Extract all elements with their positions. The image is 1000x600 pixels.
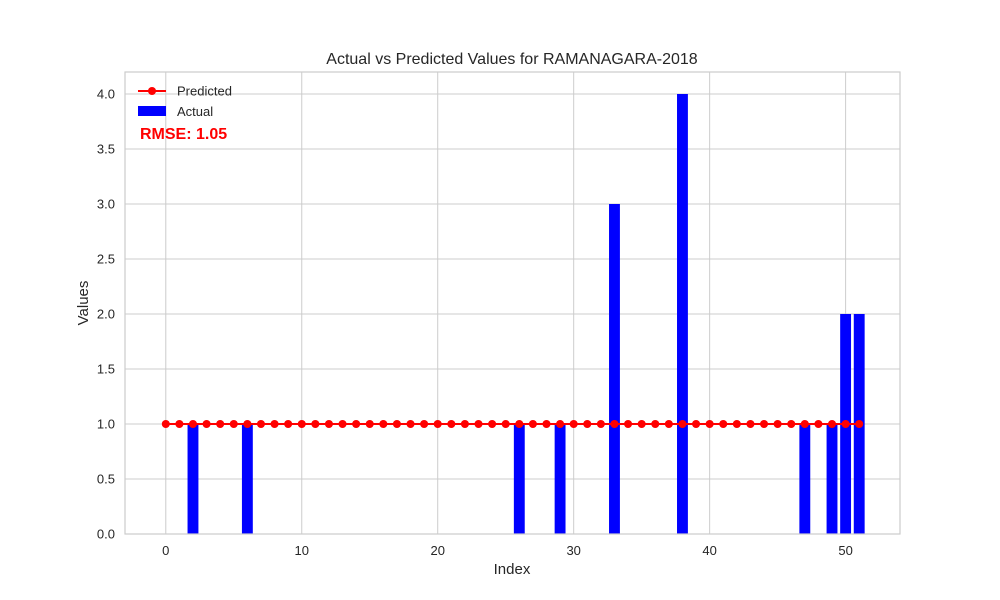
- x-tick-label: 50: [838, 543, 852, 558]
- predicted-point: [338, 420, 347, 428]
- plot-background: [125, 72, 900, 534]
- predicted-point: [556, 420, 565, 428]
- y-tick-label: 0.0: [97, 527, 115, 542]
- predicted-point: [324, 420, 333, 428]
- actual-bar: [826, 424, 838, 534]
- predicted-point: [229, 420, 238, 428]
- predicted-point: [474, 420, 483, 428]
- y-tick-label: 0.5: [97, 472, 115, 487]
- predicted-point: [311, 420, 320, 428]
- predicted-point: [637, 420, 646, 428]
- actual-bar: [677, 94, 688, 534]
- predicted-point: [379, 420, 388, 428]
- predicted-point: [841, 420, 850, 428]
- actual-bar: [799, 424, 811, 534]
- predicted-point: [596, 420, 605, 428]
- legend-actual-label: Actual: [177, 104, 213, 119]
- legend-predicted-label: Predicted: [177, 84, 232, 99]
- predicted-point: [678, 420, 687, 428]
- y-tick-label: 1.0: [97, 417, 115, 432]
- predicted-point: [488, 420, 497, 428]
- x-axis-label: Index: [494, 561, 531, 578]
- predicted-point: [828, 420, 837, 428]
- predicted-point: [515, 420, 524, 428]
- grid: [125, 72, 900, 535]
- x-tick-label: 20: [430, 543, 444, 558]
- actual-bar: [241, 424, 253, 534]
- y-tick-label: 3.0: [97, 197, 115, 212]
- predicted-point: [216, 420, 225, 428]
- y-tick-label: 3.5: [97, 142, 115, 157]
- predicted-point: [501, 420, 510, 428]
- predicted-point: [583, 420, 592, 428]
- legend-predicted-marker: [148, 87, 156, 95]
- predicted-point: [420, 420, 429, 428]
- y-tick-label: 1.5: [97, 362, 115, 377]
- legend-actual-swatch: [138, 106, 166, 116]
- predicted-point: [447, 420, 456, 428]
- predicted-point: [433, 420, 442, 428]
- predicted-point: [773, 420, 782, 428]
- predicted-point: [188, 420, 197, 428]
- predicted-point: [624, 420, 633, 428]
- x-tick-label: 10: [295, 543, 309, 558]
- y-tick-label: 4.0: [97, 87, 115, 102]
- chart-title: Actual vs Predicted Values for RAMANAGAR…: [326, 51, 698, 68]
- predicted-point: [297, 420, 306, 428]
- predicted-line: [161, 420, 864, 428]
- actual-bar: [554, 424, 566, 534]
- predicted-point: [284, 420, 293, 428]
- plot-frame: [124, 71, 901, 535]
- predicted-point: [460, 420, 469, 428]
- predicted-point: [352, 420, 361, 428]
- predicted-point: [719, 420, 728, 428]
- predicted-point: [705, 420, 714, 428]
- predicted-point: [800, 420, 809, 428]
- predicted-point: [406, 420, 415, 428]
- y-tick-labels: 0.0 0.5 1.0 1.5 2.0 2.5 3.0 3.5 4.0: [97, 87, 115, 542]
- y-tick-label: 2.0: [97, 307, 115, 322]
- predicted-point: [392, 420, 401, 428]
- x-tick-labels: 0 10 20 30 40 50: [162, 543, 853, 558]
- x-tick-label: 40: [702, 543, 716, 558]
- legend: Predicted Actual: [138, 84, 232, 119]
- predicted-point: [651, 420, 660, 428]
- y-axis-label: Values: [75, 281, 92, 326]
- actual-bar: [187, 424, 199, 534]
- predicted-point: [202, 420, 211, 428]
- predicted-point: [270, 420, 279, 428]
- predicted-point: [256, 420, 265, 428]
- predicted-point: [664, 420, 673, 428]
- predicted-point: [692, 420, 701, 428]
- y-tick-label: 2.5: [97, 252, 115, 267]
- predicted-point: [542, 420, 551, 428]
- predicted-point: [528, 420, 537, 428]
- predicted-point: [732, 420, 741, 428]
- predicted-point: [365, 420, 374, 428]
- predicted-point: [760, 420, 769, 428]
- x-tick-label: 30: [566, 543, 580, 558]
- actual-bar: [609, 204, 620, 534]
- rmse-annotation: RMSE: 1.05: [140, 126, 227, 143]
- predicted-point: [610, 420, 619, 428]
- x-tick-label: 0: [162, 543, 169, 558]
- predicted-point: [814, 420, 823, 428]
- predicted-point: [243, 420, 252, 428]
- predicted-point: [175, 420, 184, 428]
- predicted-point: [161, 420, 170, 428]
- predicted-point: [569, 420, 578, 428]
- predicted-point: [855, 420, 864, 428]
- actual-bar: [513, 424, 525, 534]
- predicted-point: [787, 420, 796, 428]
- predicted-point: [746, 420, 755, 428]
